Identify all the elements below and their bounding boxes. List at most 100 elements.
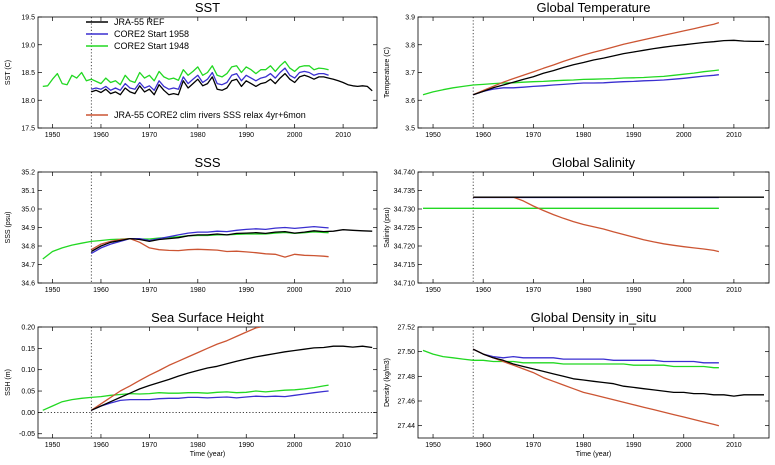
legend: JRA-55 REF CORE2 Start 1958 CORE2 Start 19…: [86, 17, 306, 120]
y-axis-label: SSH (m): [5, 369, 12, 396]
x-tick-label: 1980: [190, 287, 206, 294]
series-line: [90, 327, 261, 411]
y-tick-label: 27.52: [397, 325, 415, 332]
x-tick-label: 1970: [526, 442, 542, 449]
series-line: [42, 60, 329, 88]
x-tick-label: 2000: [287, 287, 303, 294]
x-axis-label: Time (year): [190, 451, 226, 458]
y-tick-label: 34.715: [394, 262, 416, 269]
x-tick-label: 1960: [475, 287, 491, 294]
x-tick-label: 1980: [190, 132, 206, 139]
series-group: [42, 327, 373, 411]
x-tick-label: 1950: [45, 287, 61, 294]
panel-title: Global Temperature: [537, 0, 651, 15]
panel-6: Global Density in_situ 1950 1960 1970 1980 19…: [384, 310, 770, 458]
y-tick-label: -0.05: [19, 431, 35, 438]
x-tick-label: 1950: [425, 132, 441, 139]
series-group: [423, 196, 764, 253]
x-tick-label: 2010: [335, 132, 351, 139]
series-line: [422, 69, 719, 96]
y-tick-label: 34.6: [21, 281, 35, 288]
x-tick-label: 2000: [287, 132, 303, 139]
legend-label: JRA-55 REF: [114, 17, 165, 27]
y-axis-label: Density (kg/m3): [384, 358, 391, 407]
series-line: [472, 348, 719, 364]
series-line: [473, 196, 720, 253]
panel-1: SST 1950 1960 1970 1980 1990 2000 2010 17.5 18.0 1…: [5, 0, 378, 139]
x-tick-label: 1950: [45, 442, 61, 449]
y-tick-label: 35.0: [21, 207, 35, 214]
x-tick-label: 1970: [526, 132, 542, 139]
x-tick-label: 2010: [335, 442, 351, 449]
panel-4: Global Salinity 1950 1960 1970 1980 1990 2000 2…: [384, 155, 770, 294]
y-tick-label: 35.2: [21, 170, 35, 177]
x-tick-label: 1960: [93, 442, 109, 449]
y-tick-label: 3.8: [405, 42, 415, 49]
y-tick-label: 18.5: [21, 70, 35, 77]
y-tick-label: 34.740: [394, 170, 416, 177]
y-tick-label: 27.50: [397, 349, 415, 356]
series-group: [42, 60, 373, 96]
y-tick-label: 34.710: [394, 281, 416, 288]
x-tick-label: 1960: [93, 132, 109, 139]
panel-title: Global Salinity: [552, 155, 636, 170]
plot-frame: [37, 326, 378, 439]
x-tick-label: 2010: [335, 287, 351, 294]
y-tick-label: 27.46: [397, 399, 415, 406]
legend-label: JRA-55 CORE2 clim rivers SSS relax 4yr+6…: [114, 110, 306, 120]
series-group: [42, 225, 373, 260]
y-tick-label: 34.730: [394, 207, 416, 214]
series-line: [472, 348, 720, 427]
x-tick-label: 1980: [576, 442, 592, 449]
x-tick-label: 1990: [626, 442, 642, 449]
x-tick-label: 1980: [190, 442, 206, 449]
x-tick-label: 1970: [142, 442, 158, 449]
y-tick-label: 3.7: [405, 70, 415, 77]
panel-title: Sea Surface Height: [151, 310, 264, 325]
y-tick-label: 17.5: [21, 126, 35, 133]
y-tick-label: 27.48: [397, 374, 415, 381]
x-tick-label: 1990: [238, 442, 254, 449]
panel-5: Sea Surface Height 1950 1960 1970 1980 1990 20…: [5, 310, 378, 458]
y-tick-label: 34.8: [21, 244, 35, 251]
plot-frame: [417, 326, 770, 439]
x-tick-label: 1990: [238, 287, 254, 294]
x-tick-label: 1960: [475, 132, 491, 139]
y-tick-label: 0.10: [21, 367, 35, 374]
x-tick-label: 1990: [626, 287, 642, 294]
x-tick-label: 1950: [425, 442, 441, 449]
y-tick-label: 34.720: [394, 244, 416, 251]
panel-title: Global Density in_situ: [531, 310, 657, 325]
plot-frame: [417, 16, 770, 129]
x-tick-label: 2010: [726, 132, 742, 139]
x-axis-label: Time (year): [576, 451, 612, 458]
x-tick-label: 2000: [287, 442, 303, 449]
y-tick-label: 19.0: [21, 42, 35, 49]
x-tick-label: 2000: [676, 442, 692, 449]
x-tick-label: 1960: [93, 287, 109, 294]
y-tick-label: 0.00: [21, 410, 35, 417]
series-line: [472, 39, 764, 96]
series-line: [91, 72, 373, 96]
x-tick-label: 1970: [526, 287, 542, 294]
panel-2: Global Temperature 1950 1960 1970 1980 1990 20…: [384, 0, 770, 139]
y-tick-label: 27.44: [397, 423, 415, 430]
series-line: [91, 67, 329, 91]
y-tick-label: 35.1: [21, 188, 35, 195]
y-tick-label: 3.9: [405, 15, 415, 22]
x-tick-label: 2010: [726, 287, 742, 294]
panel-title: SSS: [194, 155, 220, 170]
series-line: [472, 348, 764, 397]
series-line: [91, 390, 329, 411]
y-tick-label: 34.7: [21, 262, 35, 269]
x-tick-label: 1980: [576, 287, 592, 294]
y-tick-label: 34.725: [394, 225, 416, 232]
series-line: [90, 237, 329, 258]
y-axis-label: Salinity (psu): [384, 207, 391, 247]
y-tick-label: 18.0: [21, 98, 35, 105]
y-tick-label: 3.5: [405, 126, 415, 133]
series-line: [42, 384, 329, 411]
x-tick-label: 1970: [142, 287, 158, 294]
y-tick-label: 0.05: [21, 389, 35, 396]
